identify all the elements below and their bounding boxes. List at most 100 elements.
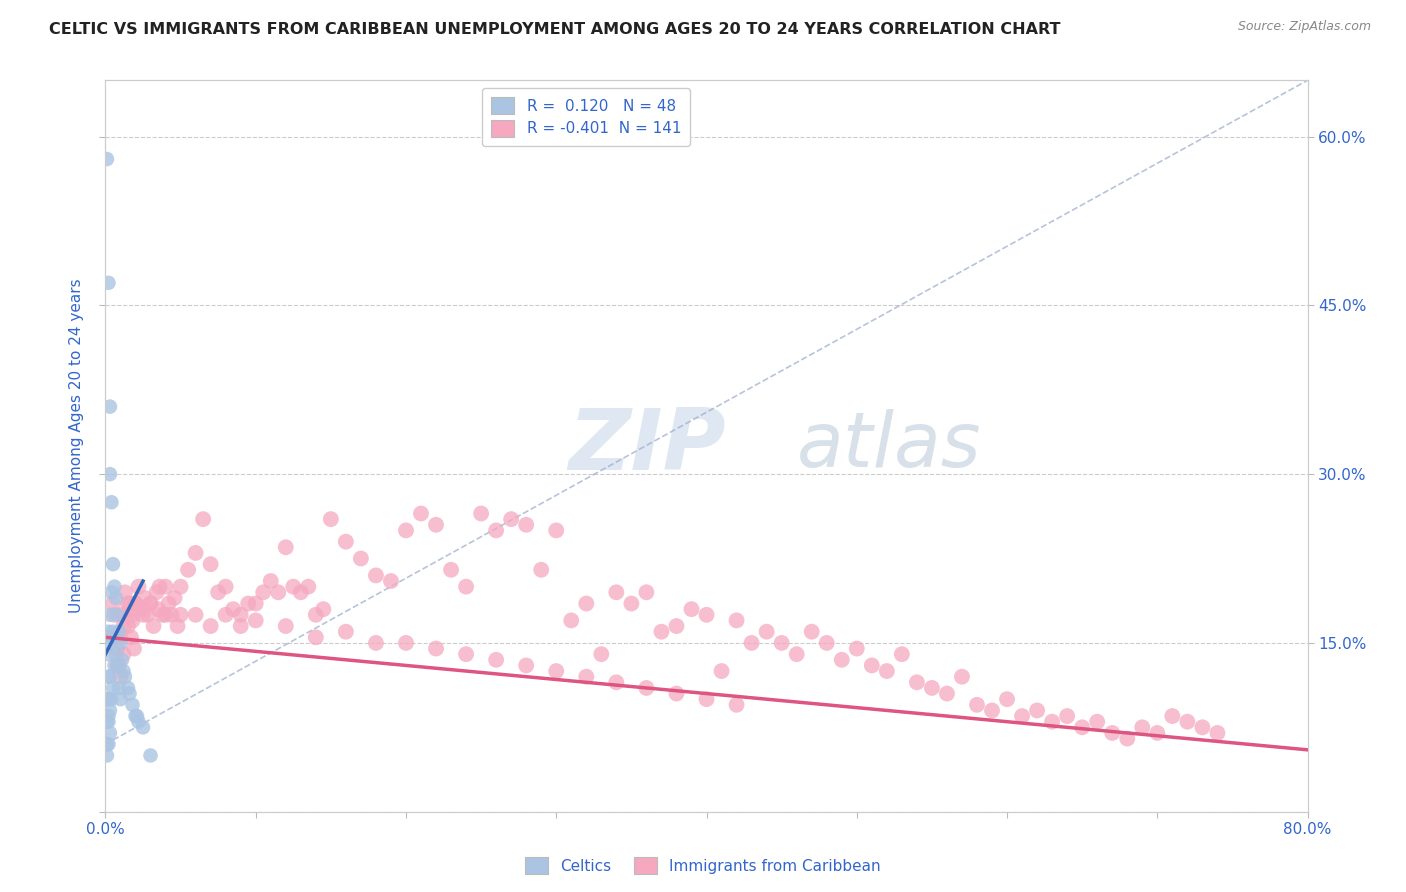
Point: [103, 607, 125, 622]
Point: [148, 580, 170, 594]
Point: [921, 681, 943, 695]
Point: [605, 585, 627, 599]
Point: [166, 619, 188, 633]
Point: [380, 574, 402, 588]
Point: [117, 681, 139, 695]
Point: [142, 619, 165, 633]
Point: [238, 597, 260, 611]
Point: [454, 580, 477, 594]
Point: [98, 607, 121, 622]
Point: [177, 563, 200, 577]
Point: [96, 737, 118, 751]
Point: [131, 602, 153, 616]
Point: [120, 630, 142, 644]
Text: Source: ZipAtlas.com: Source: ZipAtlas.com: [1237, 20, 1371, 33]
Point: [312, 602, 335, 616]
Point: [1085, 714, 1108, 729]
Point: [117, 597, 139, 611]
Point: [97, 670, 120, 684]
Point: [139, 748, 162, 763]
Point: [470, 507, 492, 521]
Point: [1206, 726, 1229, 740]
Point: [111, 607, 134, 622]
Point: [207, 585, 229, 599]
Point: [114, 670, 136, 684]
Point: [395, 524, 418, 538]
Point: [995, 692, 1018, 706]
Point: [725, 614, 748, 628]
Point: [121, 698, 143, 712]
Point: [1191, 720, 1213, 734]
Point: [1101, 726, 1123, 740]
Point: [501, 512, 523, 526]
Point: [110, 670, 132, 684]
Point: [98, 630, 121, 644]
Point: [98, 726, 121, 740]
Point: [755, 624, 778, 639]
Point: [815, 636, 838, 650]
Point: [214, 580, 236, 594]
Point: [107, 658, 129, 673]
Legend: Celtics, Immigrants from Caribbean: Celtics, Immigrants from Caribbean: [519, 851, 887, 880]
Point: [860, 658, 883, 673]
Point: [515, 658, 537, 673]
Point: [905, 675, 928, 690]
Point: [665, 619, 688, 633]
Point: [155, 607, 177, 622]
Point: [155, 580, 177, 594]
Point: [103, 658, 125, 673]
Point: [114, 585, 136, 599]
Text: atlas: atlas: [797, 409, 981, 483]
Point: [97, 624, 120, 639]
Point: [636, 681, 658, 695]
Point: [515, 517, 537, 532]
Point: [591, 647, 613, 661]
Point: [128, 714, 150, 729]
Point: [101, 624, 124, 639]
Point: [104, 630, 127, 644]
Point: [101, 681, 124, 695]
Point: [725, 698, 748, 712]
Point: [169, 607, 191, 622]
Point: [681, 602, 703, 616]
Point: [107, 658, 129, 673]
Point: [107, 641, 129, 656]
Point: [184, 546, 207, 560]
Point: [184, 607, 207, 622]
Point: [125, 709, 148, 723]
Point: [546, 664, 568, 678]
Point: [305, 607, 328, 622]
Point: [696, 692, 718, 706]
Point: [128, 580, 150, 594]
Point: [118, 687, 141, 701]
Point: [104, 591, 127, 605]
Point: [440, 563, 463, 577]
Point: [741, 636, 763, 650]
Point: [124, 709, 146, 723]
Point: [876, 664, 898, 678]
Point: [117, 619, 139, 633]
Point: [110, 692, 132, 706]
Point: [696, 607, 718, 622]
Point: [96, 714, 118, 729]
Point: [98, 670, 121, 684]
Point: [485, 653, 508, 667]
Point: [139, 597, 162, 611]
Point: [115, 607, 138, 622]
Point: [146, 602, 169, 616]
Point: [530, 563, 553, 577]
Point: [260, 574, 283, 588]
Point: [1026, 703, 1049, 717]
Point: [229, 607, 252, 622]
Point: [200, 619, 222, 633]
Point: [786, 647, 808, 661]
Point: [319, 512, 342, 526]
Y-axis label: Unemployment Among Ages 20 to 24 years: Unemployment Among Ages 20 to 24 years: [69, 278, 84, 614]
Point: [98, 400, 121, 414]
Point: [122, 641, 145, 656]
Point: [283, 580, 305, 594]
Point: [454, 647, 477, 661]
Point: [96, 748, 118, 763]
Point: [200, 557, 222, 571]
Point: [110, 636, 132, 650]
